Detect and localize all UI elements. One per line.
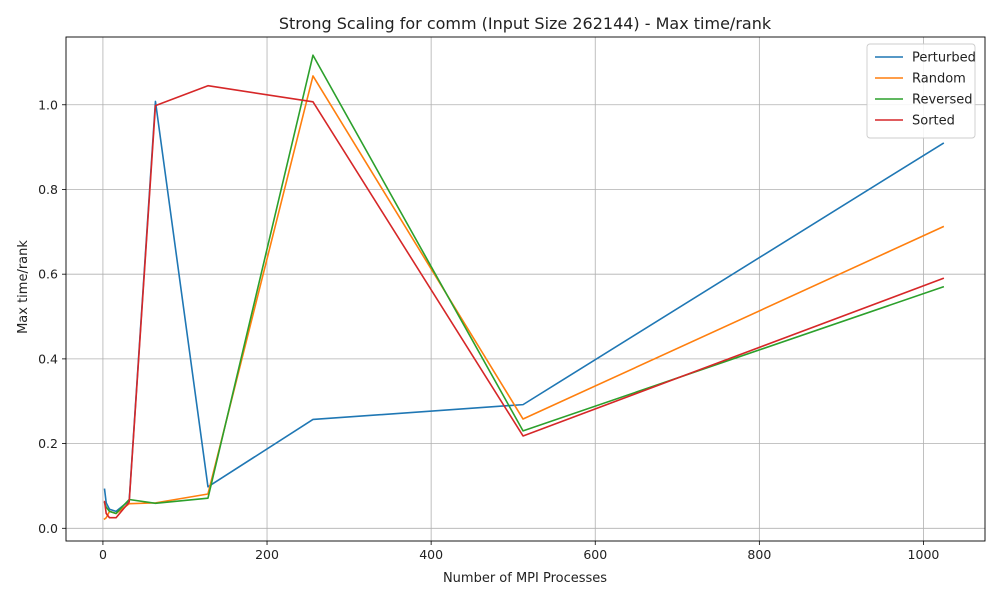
y-tick-label: 0.2 <box>38 436 58 451</box>
y-axis-label: Max time/rank <box>16 240 31 334</box>
axis-ticks: 0 200 400 600 800 1000 0.0 0.2 0.4 0.6 0.8 1.0 <box>38 97 939 562</box>
y-tick-label: 0.8 <box>38 182 58 197</box>
legend-label-random: Random <box>912 72 966 87</box>
chart-title: Strong Scaling for comm (Input Size 2621… <box>279 14 772 33</box>
y-tick-label: 0.0 <box>38 521 58 536</box>
y-tick-label: 0.6 <box>38 267 58 282</box>
legend-box <box>866 43 976 139</box>
legend: Perturbed Random Reversed Sorted <box>866 43 976 139</box>
legend-label-reversed: Reversed <box>912 93 973 108</box>
x-tick-label: 200 <box>255 547 279 562</box>
series-line-reversed <box>103 54 945 515</box>
plot-frame <box>65 36 986 542</box>
x-axis-label: Number of MPI Processes <box>443 571 607 586</box>
legend-label-perturbed: Perturbed <box>912 51 976 66</box>
legend-label-sorted: Sorted <box>912 114 955 129</box>
x-tick-label: 1000 <box>908 547 940 562</box>
x-tick-label: 400 <box>419 547 443 562</box>
series-line-sorted <box>103 84 945 519</box>
series-lines <box>103 54 945 521</box>
x-tick-label: 800 <box>747 547 771 562</box>
y-tick-label: 1.0 <box>38 97 58 112</box>
y-tick-label: 0.4 <box>38 351 58 366</box>
x-tick-label: 0 <box>99 547 107 562</box>
x-tick-label: 600 <box>583 547 607 562</box>
